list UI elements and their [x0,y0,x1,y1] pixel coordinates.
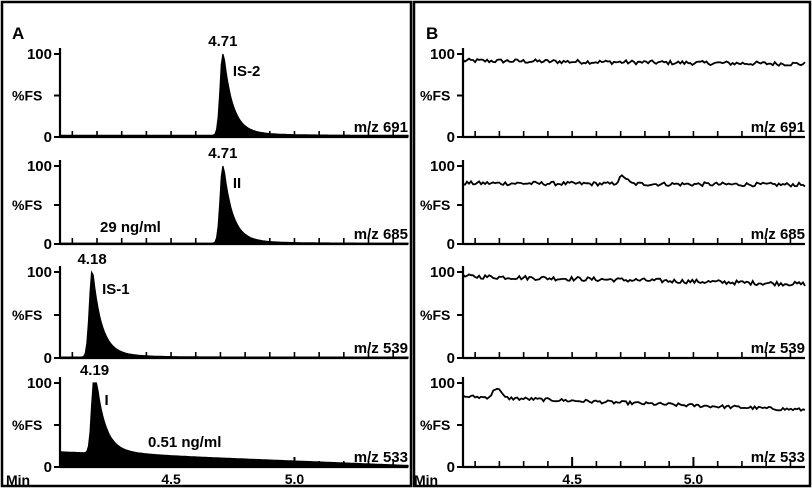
mz-label: m/z 533 [354,449,408,466]
trace-line [462,273,806,288]
panel-b-frame [412,0,812,488]
concentration-label: 0.51 ng/ml [148,434,221,451]
x-tick-label: 4.5 [161,471,181,487]
y-tick-label: 100 [430,264,455,281]
peak-area [59,270,409,359]
y-tick-label: 100 [430,158,455,175]
peak-rt-label: 4.71 [208,145,237,162]
mz-label: m/z 539 [354,340,408,357]
mz-label: m/z 685 [751,226,805,243]
y-tick-label: 0 [447,459,455,476]
y-axis-label: %FS [420,197,450,213]
y-axis-label: %FS [12,88,42,104]
y-axis-label: %FS [420,88,450,104]
mz-label: m/z 533 [751,449,805,466]
peak-area [59,53,409,138]
trace-3: 100 0 %FS 4.18 IS-1 m/z 539 [12,251,409,367]
trace-4: 100 0 %FS m/z 533 4.5 5.0 Min [414,375,806,488]
y-tick-label: 0 [447,129,455,146]
mz-label: m/z 685 [354,226,408,243]
trace-line [462,387,806,412]
x-tick-label: 5.0 [285,471,305,487]
panel-a-frame [0,0,413,488]
trace-3: 100 0 %FS m/z 539 [420,264,806,367]
mz-label: m/z 691 [354,119,408,136]
trace-2: 100 0 %FS 4.71 II 29 ng/ml m/z 685 [12,145,409,253]
trace-1: 100 0 %FS 4.71 IS-2 m/z 691 [12,33,409,146]
mz-label: m/z 539 [751,340,805,357]
y-axis-label: %FS [420,417,450,433]
trace-1: 100 0 %FS m/z 691 [420,46,806,146]
y-axis-label: %FS [12,307,42,323]
panel-label: B [426,24,438,43]
panel-label: A [12,24,24,43]
x-axis-label: Min [6,472,30,488]
x-tick-label: 4.5 [562,471,582,487]
x-tick-label: 5.0 [684,471,704,487]
peak-rt-label: 4.18 [77,251,106,268]
peak-rt-label: 4.71 [208,33,237,50]
y-tick-label: 100 [27,46,52,63]
y-tick-label: 100 [430,375,455,392]
y-axis-label: %FS [12,197,42,213]
peak-name-label: I [105,392,109,409]
y-tick-label: 0 [447,350,455,367]
y-tick-label: 100 [27,375,52,392]
y-axis-label: %FS [420,307,450,323]
peak-area [59,165,409,245]
y-tick-label: 100 [430,46,455,63]
peak-name-label: IS-2 [233,63,261,80]
peak-name-label: IS-1 [102,281,130,298]
panel-b: B 100 0 %FS m/z 691 100 0 %FS m/z 685 100 0 %FS m/z … [414,24,806,488]
y-tick-label: 100 [27,158,52,175]
concentration-label: 29 ng/ml [100,219,161,236]
trace-line [462,174,806,188]
peak-area [59,382,409,468]
trace-line [462,57,806,67]
y-tick-label: 100 [27,264,52,281]
y-tick-label: 0 [44,129,52,146]
y-axis-label: %FS [12,417,42,433]
trace-4: 100 0 %FS 4.19 I 0.51 ng/ml m/z 533 4.5 5.0 Min [6,362,409,488]
trace-2: 100 0 %FS m/z 685 [420,158,806,253]
y-tick-label: 0 [44,236,52,253]
x-axis-label: Min [414,472,438,488]
y-tick-label: 0 [44,459,52,476]
y-tick-label: 0 [447,236,455,253]
peak-rt-label: 4.19 [80,362,109,379]
peak-name-label: II [233,175,241,192]
y-tick-label: 0 [44,350,52,367]
mz-label: m/z 691 [751,119,805,136]
